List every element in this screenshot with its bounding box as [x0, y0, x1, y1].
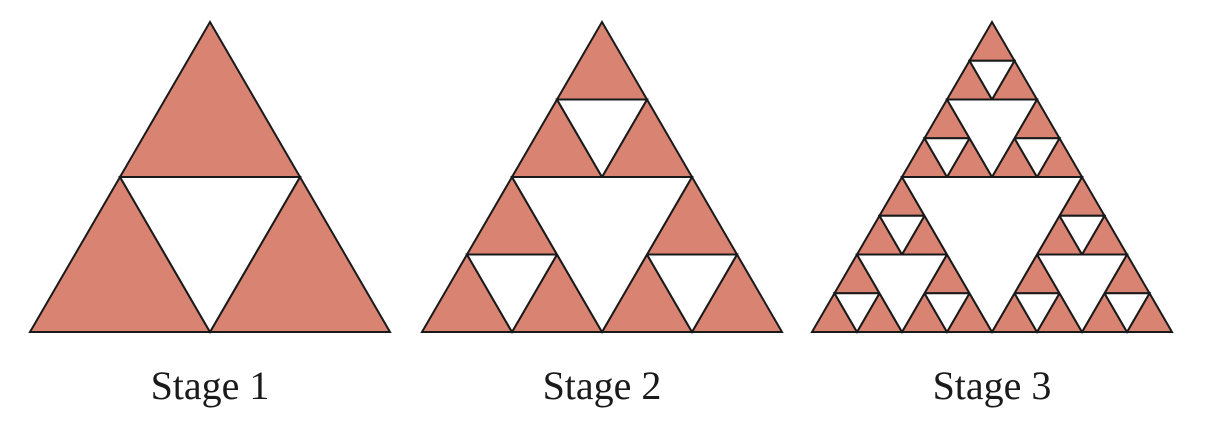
- removed-triangle: [832, 292, 882, 334]
- stage-1-triangle: [28, 20, 392, 334]
- removed-triangle: [1035, 253, 1129, 334]
- removed-triangle: [1057, 214, 1107, 257]
- removed-triangle: [877, 214, 927, 257]
- stage-1-label: Stage 1: [150, 363, 270, 408]
- removed-triangle: [922, 137, 972, 179]
- filled-triangle: [967, 20, 1017, 62]
- filled-triangle: [555, 20, 649, 101]
- removed-triangle: [465, 253, 559, 334]
- removed-triangle: [645, 253, 739, 334]
- removed-triangle: [900, 176, 1084, 334]
- stage-3-triangle: [810, 20, 1174, 334]
- removed-triangle: [118, 176, 302, 334]
- removed-triangle: [510, 176, 694, 334]
- removed-triangle: [1012, 137, 1062, 179]
- filled-triangle: [118, 20, 302, 178]
- stage-3-label: Stage 3: [932, 363, 1052, 408]
- removed-triangle: [922, 292, 972, 334]
- removed-triangle: [1012, 292, 1062, 334]
- removed-triangle: [945, 98, 1039, 179]
- removed-triangle: [1102, 292, 1152, 334]
- stage-2-triangle: [420, 20, 784, 334]
- stage-2-label: Stage 2: [542, 363, 662, 408]
- removed-triangle: [855, 253, 949, 334]
- removed-triangle: [967, 59, 1017, 102]
- removed-triangle: [555, 98, 649, 179]
